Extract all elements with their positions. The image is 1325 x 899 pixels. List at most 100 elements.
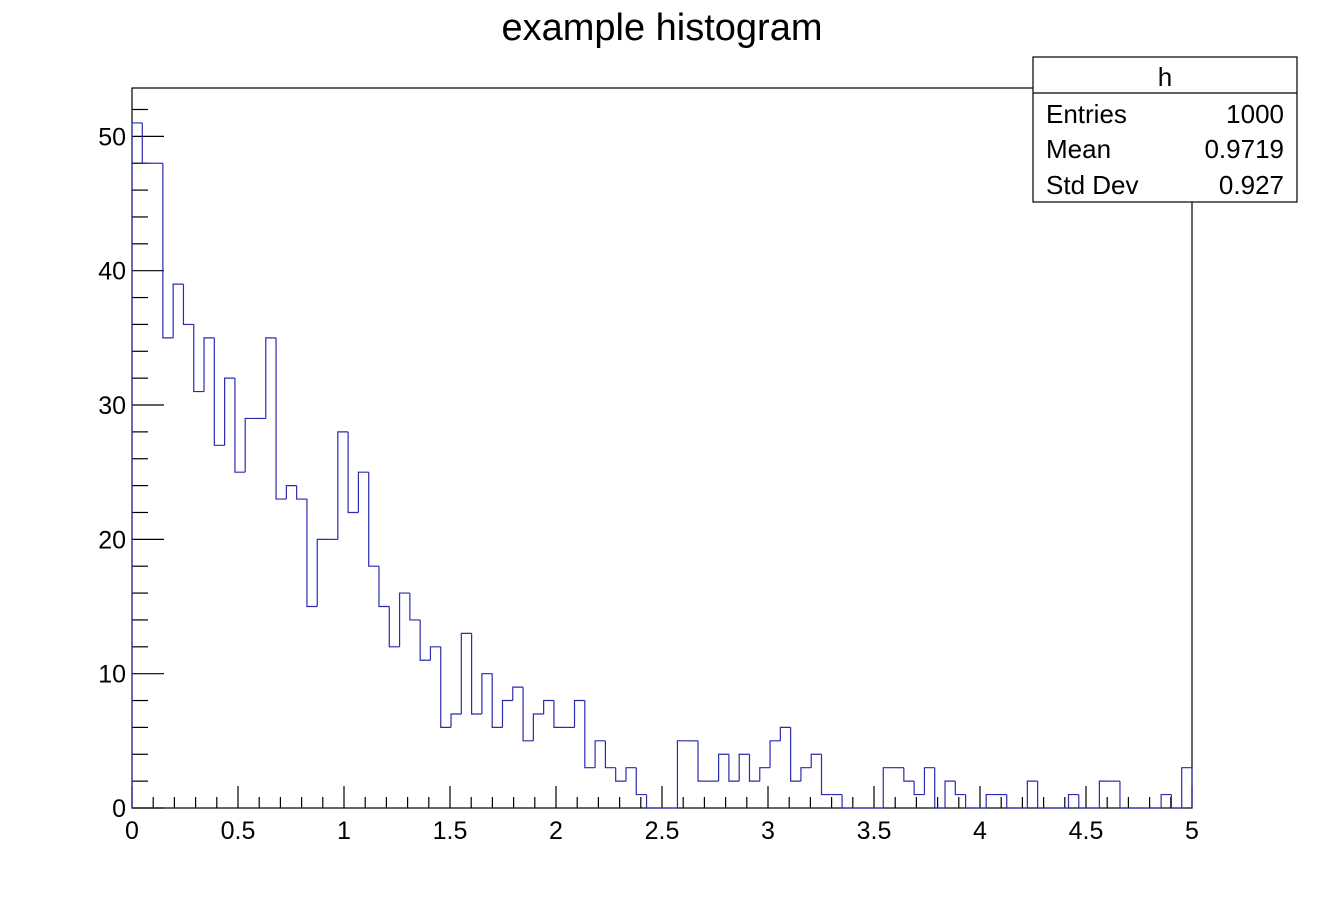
y-tick-label: 10 [98, 661, 126, 689]
histogram-bin [501, 699, 513, 728]
histogram-bin [316, 538, 328, 607]
histogram-bin [841, 794, 853, 809]
y-tick-label: 20 [98, 526, 126, 554]
stats-mean-label: Mean [1046, 134, 1111, 164]
histogram-bin [296, 485, 307, 500]
histogram-bin [913, 781, 925, 796]
histogram-bin [573, 699, 585, 728]
histogram-bin [368, 472, 379, 567]
histogram-bin [419, 619, 431, 661]
histogram-bin [882, 767, 894, 808]
histogram-bin [275, 337, 287, 500]
histogram-bin [450, 713, 462, 728]
histogram-bin [748, 754, 760, 782]
histogram-bin [234, 378, 246, 473]
histogram-bin [738, 753, 750, 782]
x-tick-label: 0.5 [221, 817, 256, 845]
histogram-bin [491, 673, 503, 729]
histogram-bin [1078, 794, 1090, 809]
histogram-bin [172, 283, 184, 338]
x-tick-label: 2 [549, 817, 563, 845]
x-tick-label: 4 [973, 817, 987, 845]
histogram-bin [954, 781, 966, 796]
histogram-bin [1006, 794, 1018, 809]
histogram-bin [162, 163, 174, 339]
x-tick-label: 1 [337, 817, 351, 845]
y-tick-label: 0 [112, 795, 126, 823]
histogram-bin [306, 499, 318, 608]
histogram-bin [697, 740, 709, 782]
histogram-bin [1119, 781, 1131, 809]
histogram-bin [604, 740, 616, 769]
histogram-bin [615, 767, 626, 782]
histogram-bin [1181, 767, 1192, 808]
y-tick-label: 30 [98, 392, 126, 420]
histogram-bin [810, 753, 822, 768]
histogram-series [131, 122, 1193, 809]
histogram-bin [923, 767, 935, 795]
histogram-bin [224, 377, 235, 446]
histogram-bin [769, 740, 781, 768]
histogram-bin [481, 673, 493, 714]
histogram-bin [1067, 793, 1079, 808]
histogram-bin [440, 646, 452, 729]
histogram-bin [141, 122, 153, 164]
histogram-bin [378, 566, 390, 608]
histogram-bin [645, 794, 657, 809]
histogram-bin [676, 740, 688, 808]
histogram-bin [285, 485, 297, 500]
histogram-bin [800, 767, 812, 782]
histogram-bin [213, 337, 225, 446]
histogram-bin [244, 417, 256, 473]
histogram-bin [357, 471, 369, 513]
histogram-bin [347, 431, 359, 514]
histogram-bin [471, 633, 482, 715]
histogram-bin [1170, 794, 1182, 809]
histogram-bin [964, 794, 976, 809]
histogram-bin [193, 324, 205, 393]
stats-box-name: h [1158, 62, 1172, 92]
histogram-bin [409, 593, 421, 621]
stats-box-frame [1032, 56, 1298, 203]
histogram-bin [460, 632, 472, 714]
histogram-bin [790, 727, 801, 782]
histogram-bin [265, 337, 277, 419]
stats-stddev-label: Std Dev [1046, 170, 1139, 200]
y-tick-label: 40 [98, 258, 126, 286]
histogram-bin [203, 337, 215, 392]
x-tick-label: 3.5 [857, 817, 892, 845]
histogram-bin [182, 284, 194, 326]
histogram-bin [903, 767, 915, 782]
x-tick-label: 5 [1185, 817, 1199, 845]
x-tick-label: 3 [761, 817, 775, 845]
histogram-bin [944, 780, 956, 808]
histogram-bin [584, 700, 596, 769]
histogram-bin [1037, 781, 1048, 809]
histogram-bin [1026, 780, 1038, 808]
stats-entries-label: Entries [1046, 99, 1127, 129]
stats-mean-value: 0.9719 [1204, 134, 1284, 164]
histogram-bin [779, 726, 791, 741]
histogram-bin [1160, 793, 1172, 808]
histogram-bin [820, 754, 832, 796]
histogram-bin [635, 767, 647, 796]
x-tick-label: 2.5 [645, 817, 680, 845]
histogram-bin [512, 686, 524, 701]
x-tick-label: 0 [125, 817, 139, 845]
histogram-bin [337, 431, 349, 540]
histogram-bin [532, 713, 544, 741]
stats-entries-value: 1000 [1226, 99, 1284, 129]
stats-box: h Entries 1000 Mean 0.9719 Std Dev 0.927 [1032, 56, 1298, 203]
histogram-bin [759, 767, 771, 782]
histogram-bin [728, 754, 740, 782]
histogram-bin [131, 122, 143, 808]
x-tick-label: 4.5 [1069, 817, 1104, 845]
histogram-bin [594, 740, 606, 768]
histogram-bin [543, 699, 554, 714]
histogram-bin [625, 767, 637, 782]
histogram-bin [388, 606, 400, 648]
histogram-bin [718, 753, 729, 782]
histogram-bin [553, 700, 565, 729]
